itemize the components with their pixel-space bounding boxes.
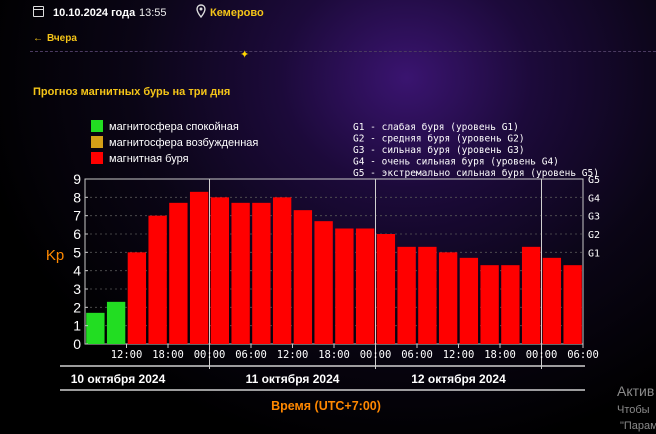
legend-label: магнитосфера спокойная — [109, 121, 239, 133]
back-yesterday-link[interactable]: ← Вчера — [33, 33, 77, 44]
kp-bar — [314, 221, 333, 344]
kp-bar — [459, 257, 479, 344]
page-title: Прогноз магнитных бурь на три дня — [33, 86, 231, 98]
x-tick-label: 06:00 — [235, 349, 267, 361]
y-tick-label: 3 — [73, 281, 81, 297]
kp-bar — [252, 202, 271, 344]
y-tick-label: 9 — [73, 171, 81, 187]
kp-bar — [148, 215, 167, 344]
legend-label: магнитная буря — [109, 153, 189, 165]
legend-label: магнитосфера возбужденная — [109, 137, 258, 149]
g-legend-item: G4 - очень сильная буря (уровень G4) — [353, 157, 559, 168]
kp-bar — [169, 202, 188, 344]
x-tick-label: 00:00 — [360, 349, 392, 361]
x-tick-label: 18:00 — [484, 349, 516, 361]
x-tick-label: 12:00 — [111, 349, 143, 361]
back-label: Вчера — [47, 33, 77, 44]
legend-swatch — [91, 136, 103, 148]
kp-bar — [293, 210, 313, 344]
location-pin-icon — [196, 4, 206, 18]
kp-bar — [521, 246, 541, 344]
day-label: 10 октября 2024 — [71, 372, 166, 386]
arrow-left-icon: ← — [33, 33, 43, 44]
kp-bar — [231, 202, 250, 344]
y-tick-label: 1 — [73, 318, 81, 334]
g-tick-label: G2 — [588, 230, 600, 241]
top-bar: 10.10.2024 года 13:55 Кемерово — [0, 0, 656, 26]
kp-bar — [335, 228, 354, 344]
kp-bar — [189, 191, 209, 344]
kp-bar — [563, 265, 582, 344]
x-tick-label: 18:00 — [152, 349, 184, 361]
kp-bar — [106, 301, 126, 344]
x-tick-label: 00:00 — [526, 349, 558, 361]
day-label: 12 октября 2024 — [411, 372, 506, 386]
x-axis-label: Время (UTC+7:00) — [271, 399, 381, 413]
kp-bar — [501, 265, 520, 344]
kp-bar — [376, 234, 396, 344]
y-tick-label: 7 — [73, 208, 81, 224]
legend-swatch — [91, 152, 103, 164]
y-axis-label: Kp — [46, 247, 64, 264]
x-tick-label: 06:00 — [401, 349, 433, 361]
current-time: 13:55 — [139, 7, 167, 19]
x-tick-label: 06:00 — [567, 349, 599, 361]
kp-bar — [542, 257, 562, 344]
g-tick-label: G1 — [588, 248, 600, 259]
y-tick-label: 5 — [73, 244, 81, 260]
y-tick-label: 0 — [73, 336, 81, 352]
kp-bar — [438, 252, 458, 344]
star-icon: ✦ — [240, 49, 250, 61]
day-label: 11 октября 2024 — [246, 372, 340, 386]
y-tick-label: 4 — [73, 263, 81, 279]
kp-bar — [418, 246, 437, 344]
g-legend-item: G1 - слабая буря (уровень G1) — [353, 122, 519, 133]
kp-bar — [397, 246, 416, 344]
kp-bar — [272, 197, 292, 344]
y-tick-label: 8 — [73, 189, 81, 205]
kp-bar — [127, 252, 147, 344]
current-date: 10.10.2024 года — [53, 7, 136, 19]
x-tick-label: 12:00 — [443, 349, 475, 361]
activation-watermark-line2: Чтобы — [617, 404, 650, 416]
x-tick-label: 18:00 — [318, 349, 350, 361]
calendar-icon — [33, 6, 44, 17]
kp-bar — [210, 197, 230, 344]
g-legend-item: G5 - экстремально сильная буря (уровень … — [353, 168, 599, 179]
divider — [30, 51, 656, 52]
y-tick-label: 2 — [73, 299, 81, 315]
y-tick-label: 6 — [73, 226, 81, 242]
g-tick-label: G3 — [588, 212, 600, 223]
x-tick-label: 12:00 — [277, 349, 309, 361]
g-legend-item: G3 - сильная буря (уровень G3) — [353, 145, 525, 156]
legend-swatch — [91, 120, 103, 132]
x-tick-label: 00:00 — [194, 349, 226, 361]
activation-watermark-line3: "Парам — [620, 420, 656, 432]
city-link[interactable]: Кемерово — [210, 7, 264, 19]
g-tick-label: G5 — [588, 175, 600, 186]
kp-bar — [355, 228, 375, 344]
g-tick-label: G4 — [588, 193, 600, 204]
kp-bar — [480, 265, 499, 344]
g-legend-item: G2 - средняя буря (уровень G2) — [353, 134, 525, 145]
kp-bar — [86, 312, 105, 344]
activation-watermark: Актив — [617, 383, 655, 399]
